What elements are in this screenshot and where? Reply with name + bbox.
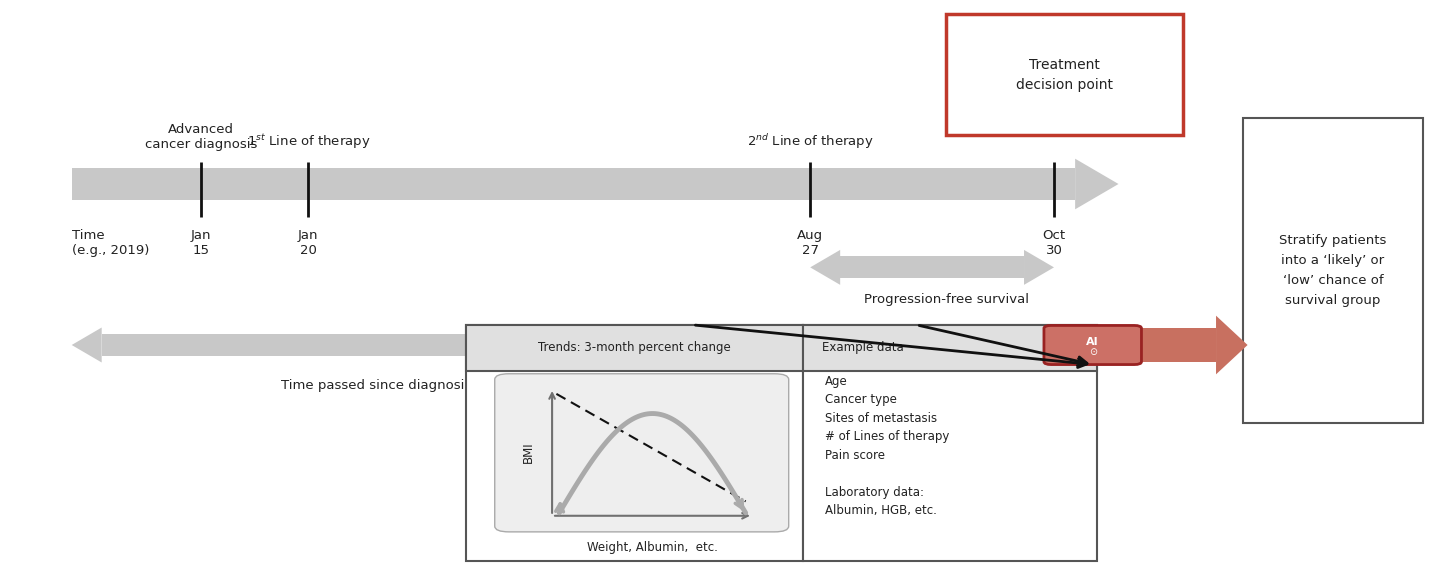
FancyArrow shape [1076, 159, 1119, 209]
Text: Time passed since diagnosis of advanced cancer: Time passed since diagnosis of advanced … [281, 379, 607, 392]
FancyArrow shape [1137, 328, 1216, 362]
FancyArrow shape [840, 256, 1024, 278]
Text: AI: AI [1087, 336, 1098, 347]
FancyBboxPatch shape [803, 325, 1097, 371]
Text: ⊙: ⊙ [1088, 347, 1097, 357]
Text: Oct
30: Oct 30 [1043, 228, 1065, 256]
FancyArrow shape [72, 328, 102, 362]
Text: Treatment
decision point: Treatment decision point [1017, 58, 1113, 91]
Text: Example data: Example data [822, 342, 903, 354]
Text: Age
Cancer type
Sites of metastasis
# of Lines of therapy
Pain score

Laboratory: Age Cancer type Sites of metastasis # of… [825, 375, 949, 518]
FancyArrow shape [102, 334, 1060, 356]
Text: Advanced
cancer diagnosis: Advanced cancer diagnosis [145, 123, 257, 151]
FancyBboxPatch shape [1243, 118, 1423, 423]
FancyBboxPatch shape [1044, 325, 1141, 365]
Text: Jan
20: Jan 20 [298, 228, 318, 256]
Text: Weight, Albumin,  etc.: Weight, Albumin, etc. [587, 541, 718, 554]
FancyArrow shape [810, 250, 840, 285]
FancyBboxPatch shape [466, 325, 803, 561]
Text: Aug
27: Aug 27 [797, 228, 823, 256]
Text: Jan
15: Jan 15 [191, 228, 211, 256]
Text: Trends: 3-month percent change: Trends: 3-month percent change [538, 342, 731, 354]
Text: Progression-free survival: Progression-free survival [863, 293, 1030, 306]
FancyBboxPatch shape [495, 374, 789, 532]
Text: Stratify patients
into a ‘likely’ or
‘low’ chance of
survival group: Stratify patients into a ‘likely’ or ‘lo… [1279, 234, 1387, 306]
Text: BMI: BMI [522, 441, 535, 463]
Text: 1$^{st}$ Line of therapy: 1$^{st}$ Line of therapy [247, 132, 370, 151]
FancyArrow shape [1060, 328, 1090, 362]
FancyArrow shape [1024, 250, 1054, 285]
Text: 2$^{nd}$ Line of therapy: 2$^{nd}$ Line of therapy [747, 132, 873, 151]
FancyArrow shape [72, 168, 1076, 200]
FancyBboxPatch shape [803, 325, 1097, 561]
Text: Time
(e.g., 2019): Time (e.g., 2019) [72, 228, 149, 256]
FancyBboxPatch shape [946, 14, 1183, 135]
FancyArrow shape [1216, 316, 1248, 374]
FancyBboxPatch shape [466, 325, 803, 371]
